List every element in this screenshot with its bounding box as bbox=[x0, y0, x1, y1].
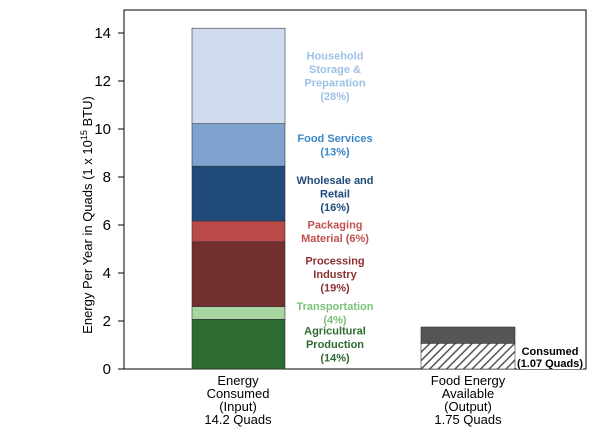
x-category-line: 1.75 Quads bbox=[434, 412, 502, 427]
bar-segment-household-storage-preparation bbox=[191, 27, 286, 125]
segment-label-line: Material (6%) bbox=[301, 233, 369, 245]
segment-label: Food Services (13%) bbox=[297, 133, 372, 159]
segment-label-line: Household bbox=[307, 51, 364, 63]
bar-segment-transportation bbox=[191, 306, 286, 320]
consumed-label-line: (1.07 Quads) bbox=[517, 358, 583, 370]
segment-label-line: Food Services bbox=[297, 133, 372, 145]
bars bbox=[191, 27, 516, 370]
bar-segment-consumed bbox=[420, 343, 516, 370]
segment-label-line: Agricultural bbox=[304, 326, 366, 338]
y-tick-label: 2 bbox=[103, 313, 111, 330]
segment-label-line: Production bbox=[306, 339, 364, 351]
x-category-line: (Output) bbox=[444, 399, 492, 414]
bar-segment-packaging-material bbox=[191, 220, 286, 243]
segment-label-line: Wholesale and bbox=[296, 175, 373, 187]
x-category-line: Energy bbox=[217, 373, 259, 388]
segment-label-line: (13%) bbox=[320, 147, 350, 159]
y-tick-label: 14 bbox=[94, 25, 111, 42]
segment-label-line: Packaging bbox=[307, 220, 362, 232]
bar-segment-agricultural-production bbox=[191, 319, 286, 370]
y-axis-label: Energy Per Year in Quads (1 x 1015 BTU) bbox=[79, 96, 95, 334]
segment-label-line: Transportation bbox=[296, 301, 373, 313]
segment-label: Wholesale and Retail(16%) bbox=[296, 175, 373, 214]
y-tick-label: 8 bbox=[103, 169, 111, 186]
segment-label-line: (16%) bbox=[320, 202, 350, 214]
segment-label-line: Processing bbox=[305, 256, 364, 268]
x-category-line: Food Energy bbox=[431, 373, 506, 388]
bar-segment-processing-industry bbox=[191, 241, 286, 307]
segment-label: Transportation (4%) bbox=[296, 301, 373, 327]
y-tick-label: 10 bbox=[94, 121, 111, 138]
segment-label-line: Preparation bbox=[304, 78, 365, 90]
segment-label-line: Storage & bbox=[309, 64, 361, 76]
segment-label-line: (14%) bbox=[320, 353, 350, 365]
y-tick-label: 6 bbox=[103, 217, 111, 234]
segment-label-line: (4%) bbox=[323, 315, 347, 327]
consumed-label: Consumed(1.07 Quads) bbox=[517, 343, 583, 370]
x-category-line: 14.2 Quads bbox=[204, 412, 272, 427]
segment-label-line: Industry bbox=[313, 269, 357, 281]
y-tick-label: 4 bbox=[103, 265, 111, 282]
y-axis: 0 2 4 6 8 10 12 14 bbox=[94, 25, 124, 378]
x-category-line: (Input) bbox=[219, 399, 257, 414]
segment-label-line: (28%) bbox=[320, 91, 350, 103]
bar-segment-food-services bbox=[191, 123, 286, 167]
segment-label-line: Retail bbox=[320, 189, 350, 201]
x-category-line: Consumed bbox=[207, 386, 270, 401]
plot-frame bbox=[123, 9, 587, 370]
consumed-label-line: Consumed bbox=[522, 346, 579, 358]
bar-segment-not-consumed bbox=[420, 326, 516, 344]
bar-segment-wholesale-and-retail bbox=[191, 165, 286, 222]
y-tick-label: 0 bbox=[103, 361, 111, 378]
consumed-label-bg bbox=[517, 343, 583, 369]
y-tick-label: 12 bbox=[94, 73, 111, 90]
segment-label-line: (19%) bbox=[320, 283, 350, 295]
x-category-line: Available bbox=[442, 386, 495, 401]
